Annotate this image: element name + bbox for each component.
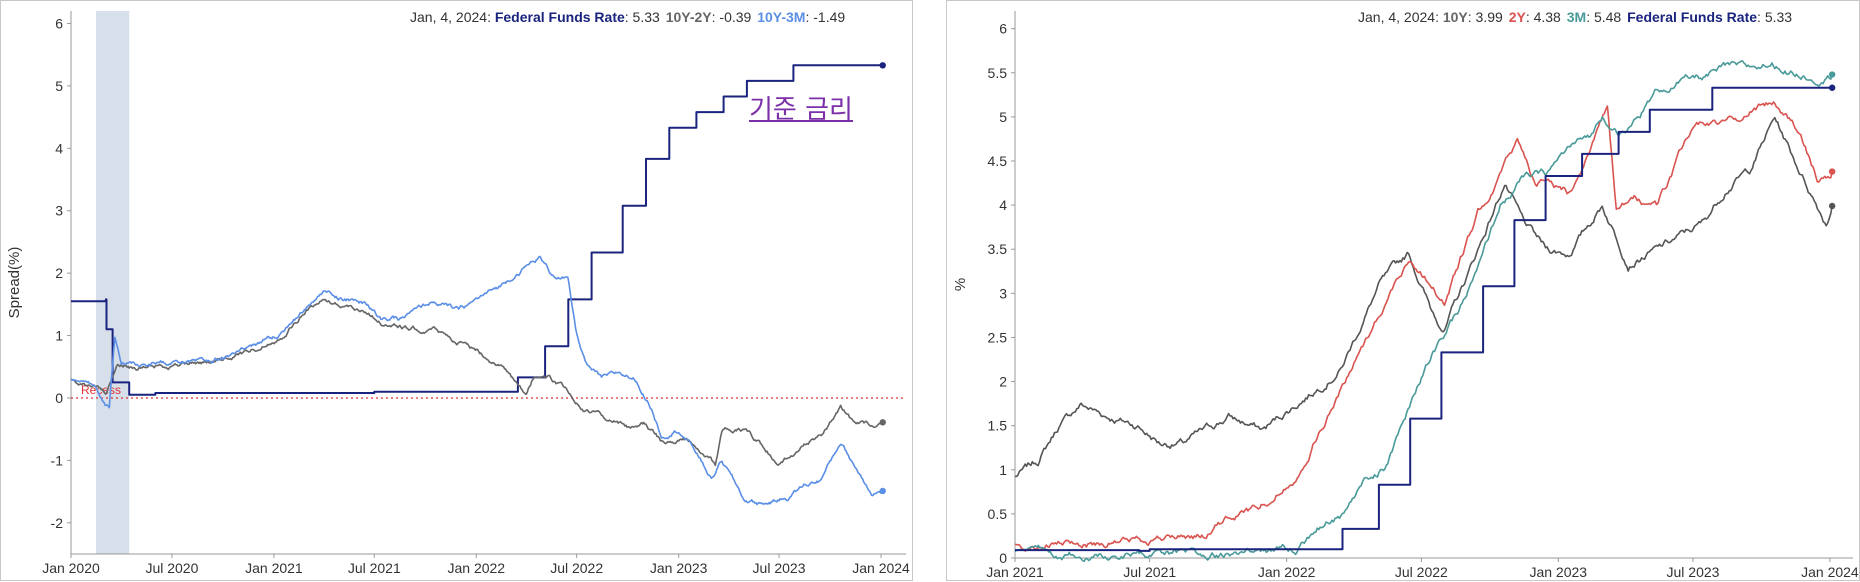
y-tick-label: 5 bbox=[999, 109, 1007, 125]
series-endpoint-10y-3m bbox=[879, 487, 886, 495]
y-tick-label: -1 bbox=[51, 452, 64, 468]
x-tick-label: Jan 2023 bbox=[1529, 564, 1587, 580]
series-endpoint-3m bbox=[1828, 71, 1836, 78]
y-tick-label: 4 bbox=[55, 140, 63, 156]
spread-chart-legend: Jan, 4, 2024: Federal Funds Rate: 5.33 1… bbox=[410, 9, 846, 25]
y-tick-label: 0 bbox=[999, 550, 1007, 566]
legend-value-3m: 5.48 bbox=[1593, 9, 1622, 25]
yields-chart-legend: Jan, 4, 2024: 10Y: 3.99 2Y: 4.38 3M: 5.4… bbox=[1358, 9, 1793, 25]
series-endpoint-10y-2y bbox=[879, 419, 886, 426]
series-endpoint-federal-funds-rate bbox=[879, 62, 886, 69]
y-tick-label: 1 bbox=[999, 462, 1007, 478]
y-tick-label: 2 bbox=[999, 374, 1007, 390]
y-axis-label: % bbox=[952, 278, 969, 291]
y-tick-label: 4.5 bbox=[988, 153, 1008, 169]
legend-item-3m: 3M bbox=[1566, 9, 1587, 25]
recession-band bbox=[95, 11, 130, 554]
legend-date: Jan, 4, 2024 bbox=[1358, 9, 1436, 25]
series-endpoint-federal-funds-rate bbox=[1828, 84, 1836, 91]
legend-date: Jan, 4, 2024 bbox=[410, 9, 488, 25]
y-tick-label: 4 bbox=[999, 197, 1007, 213]
legend-value-2y: 4.38 bbox=[1533, 9, 1561, 25]
y-tick-label: 0.5 bbox=[988, 506, 1008, 522]
y-tick-label: 0 bbox=[55, 390, 63, 406]
y-tick-label: -2 bbox=[51, 515, 64, 531]
x-tick-label: Jan 2020 bbox=[42, 560, 100, 576]
y-tick-label: 6 bbox=[55, 15, 63, 31]
y-tick-label: 3.5 bbox=[988, 241, 1008, 257]
yields-chart: 0 0.5 1 1.5 2 2.5 3 3.5 4 4.5 5 5.5 6 Jan 2021 Jul 202… bbox=[952, 11, 1859, 580]
x-tick-label: Jan 2021 bbox=[245, 560, 303, 576]
legend-item-2y: 2Y bbox=[1508, 9, 1526, 25]
y-tick-label: 2.5 bbox=[988, 329, 1008, 345]
y-tick-label: 3 bbox=[55, 203, 63, 219]
y-tick-label: 3 bbox=[999, 285, 1007, 301]
x-tick-label: Jan 2023 bbox=[650, 560, 708, 576]
y-tick-label: 5 bbox=[55, 78, 63, 94]
legend-value-10y: 3.99 bbox=[1475, 9, 1503, 25]
x-tick-label: Jul 2022 bbox=[550, 560, 603, 576]
legend-value-10y-3m: -1.49 bbox=[813, 9, 846, 25]
legend-value-federal-funds-rate: 5.33 bbox=[1764, 9, 1793, 25]
x-tick-label: Jul 2021 bbox=[348, 560, 401, 576]
x-tick-label: Jul 2022 bbox=[1395, 564, 1448, 580]
legend-item-federal-funds-rate: Federal Funds Rate bbox=[1627, 9, 1758, 25]
y-tick-label: 2 bbox=[55, 265, 63, 281]
series-endpoint-10y bbox=[1828, 202, 1836, 210]
legend-item-federal-funds-rate: Federal Funds Rate bbox=[494, 9, 625, 25]
x-tick-label: Jan 2022 bbox=[447, 560, 505, 576]
x-tick-label: Jul 2023 bbox=[1667, 564, 1720, 580]
series-line-10y-2y bbox=[70, 298, 883, 467]
x-tick-label: Jul 2023 bbox=[753, 560, 806, 576]
series-endpoint-2y bbox=[1828, 168, 1836, 175]
legend-value-federal-funds-rate: 5.33 bbox=[632, 9, 660, 25]
y-tick-label: 6 bbox=[999, 21, 1007, 37]
y-tick-label: 1.5 bbox=[988, 418, 1008, 434]
series-line-10y bbox=[1014, 116, 1833, 478]
x-tick-label: Jul 2021 bbox=[1123, 564, 1176, 580]
y-tick-label: 5.5 bbox=[988, 65, 1008, 81]
x-tick-label: Jan 2022 bbox=[1258, 564, 1316, 580]
spread-chart-panel: -2 -1 0 1 2 3 4 5 6 Jan 2020 Jul 2020 Jan 2021 Jul 2… bbox=[0, 0, 913, 581]
series-line-3m bbox=[1014, 60, 1833, 563]
y-axis-label: Spread(%) bbox=[6, 247, 23, 319]
y-tick-label: 1 bbox=[55, 328, 63, 344]
x-tick-label: Jan 2024 bbox=[852, 560, 910, 576]
x-tick-label: Jul 2020 bbox=[145, 560, 198, 576]
series-line-federal-funds-rate bbox=[1015, 86, 1833, 552]
series-line-federal-funds-rate bbox=[71, 64, 883, 396]
x-tick-label: Jan 2024 bbox=[1801, 564, 1859, 580]
legend-item-10y-2y: 10Y-2Y bbox=[665, 9, 712, 25]
series-line-2y bbox=[1014, 101, 1833, 552]
yields-chart-panel: 0 0.5 1 1.5 2 2.5 3 3.5 4 4.5 5 5.5 6 Jan 2021 Jul 202… bbox=[946, 0, 1860, 581]
legend-item-10y: 10Y bbox=[1442, 9, 1468, 25]
legend-item-10y-3m: 10Y-3M bbox=[757, 9, 806, 25]
policy-rate-annotation: 기준 금리 bbox=[749, 95, 853, 125]
legend-value-10y-2y: -0.39 bbox=[719, 9, 752, 25]
series-line-10y-3m bbox=[70, 255, 884, 506]
x-tick-label: Jan 2021 bbox=[986, 564, 1044, 580]
spread-chart: -2 -1 0 1 2 3 4 5 6 Jan 2020 Jul 2020 Jan 2021 Jul 2… bbox=[6, 11, 910, 576]
